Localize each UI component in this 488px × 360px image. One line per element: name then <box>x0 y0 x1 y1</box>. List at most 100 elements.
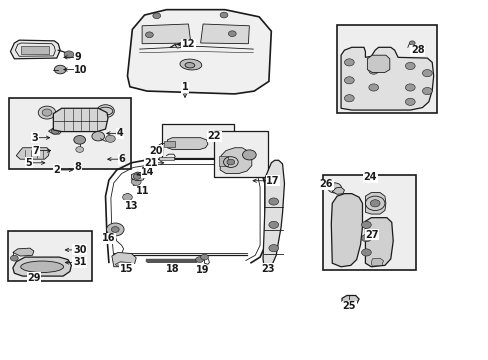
Circle shape <box>105 135 115 142</box>
Polygon shape <box>200 24 249 44</box>
Circle shape <box>92 132 104 141</box>
Text: 25: 25 <box>342 301 355 311</box>
Text: 27: 27 <box>365 230 378 239</box>
Circle shape <box>54 65 66 74</box>
Polygon shape <box>331 187 344 194</box>
Polygon shape <box>48 128 61 134</box>
Text: 2: 2 <box>53 165 60 175</box>
Circle shape <box>422 87 431 95</box>
Polygon shape <box>13 248 34 256</box>
Circle shape <box>344 59 353 66</box>
Text: 17: 17 <box>265 176 279 186</box>
Polygon shape <box>365 218 392 267</box>
Circle shape <box>361 234 370 242</box>
Circle shape <box>51 129 59 134</box>
Text: 4: 4 <box>117 129 123 138</box>
Circle shape <box>268 221 278 228</box>
Circle shape <box>408 41 414 45</box>
Circle shape <box>344 77 353 84</box>
Text: 16: 16 <box>102 233 116 243</box>
Polygon shape <box>142 24 190 44</box>
Circle shape <box>361 249 370 256</box>
Text: 29: 29 <box>27 273 41 283</box>
Text: 31: 31 <box>73 257 86 267</box>
Polygon shape <box>53 108 108 132</box>
Text: 30: 30 <box>73 245 86 255</box>
Polygon shape <box>370 258 383 266</box>
Circle shape <box>220 12 227 18</box>
Text: 7: 7 <box>32 145 39 156</box>
Circle shape <box>405 84 414 91</box>
Ellipse shape <box>20 261 63 273</box>
Polygon shape <box>112 252 136 267</box>
Circle shape <box>368 67 378 74</box>
Text: 22: 22 <box>207 131 221 141</box>
Circle shape <box>268 177 278 184</box>
Text: 3: 3 <box>31 133 38 143</box>
Polygon shape <box>365 193 385 214</box>
Circle shape <box>405 62 414 69</box>
Circle shape <box>10 255 18 261</box>
Circle shape <box>268 198 278 205</box>
Text: 12: 12 <box>182 40 195 49</box>
Circle shape <box>122 194 132 201</box>
Polygon shape <box>175 43 183 48</box>
Bar <box>8 231 92 281</box>
Text: 18: 18 <box>165 264 179 274</box>
Polygon shape <box>340 47 433 110</box>
Circle shape <box>242 150 256 160</box>
Circle shape <box>106 223 124 236</box>
Text: 21: 21 <box>144 158 157 168</box>
Polygon shape <box>167 138 207 149</box>
Circle shape <box>42 109 52 116</box>
Circle shape <box>405 98 414 105</box>
Polygon shape <box>131 172 145 181</box>
Text: 19: 19 <box>196 265 209 275</box>
Circle shape <box>111 226 119 232</box>
Circle shape <box>368 84 378 91</box>
Bar <box>161 124 233 158</box>
Polygon shape <box>13 257 71 276</box>
Text: 1: 1 <box>181 82 188 93</box>
Circle shape <box>422 69 431 77</box>
Text: 20: 20 <box>149 145 162 156</box>
Bar <box>322 175 415 270</box>
Circle shape <box>344 95 353 102</box>
Polygon shape <box>16 148 49 159</box>
Bar <box>163 140 174 147</box>
Circle shape <box>361 221 370 228</box>
Polygon shape <box>127 10 271 94</box>
Circle shape <box>195 257 203 262</box>
Circle shape <box>200 254 208 260</box>
Bar <box>214 131 267 177</box>
Circle shape <box>76 147 83 152</box>
Text: 9: 9 <box>74 52 81 62</box>
Text: 5: 5 <box>25 158 32 168</box>
Polygon shape <box>330 194 362 267</box>
Circle shape <box>145 32 153 38</box>
Text: 26: 26 <box>319 179 332 189</box>
Bar <box>159 157 173 160</box>
Text: 23: 23 <box>261 264 274 274</box>
Text: 28: 28 <box>410 45 424 55</box>
Bar <box>21 46 49 54</box>
Bar <box>9 98 131 169</box>
Circle shape <box>226 159 234 165</box>
Text: 8: 8 <box>74 162 81 172</box>
Polygon shape <box>366 55 389 72</box>
Circle shape <box>74 135 85 144</box>
Polygon shape <box>115 262 133 266</box>
Text: 10: 10 <box>74 64 88 75</box>
Text: 6: 6 <box>118 154 125 164</box>
Polygon shape <box>341 296 358 305</box>
Text: 15: 15 <box>120 264 133 274</box>
Circle shape <box>268 244 278 252</box>
Text: 11: 11 <box>136 186 149 197</box>
Circle shape <box>64 51 74 58</box>
Circle shape <box>38 106 56 119</box>
Bar <box>219 156 227 166</box>
Text: 14: 14 <box>141 167 154 177</box>
Circle shape <box>228 31 236 37</box>
Circle shape <box>153 13 160 19</box>
Circle shape <box>97 105 114 118</box>
